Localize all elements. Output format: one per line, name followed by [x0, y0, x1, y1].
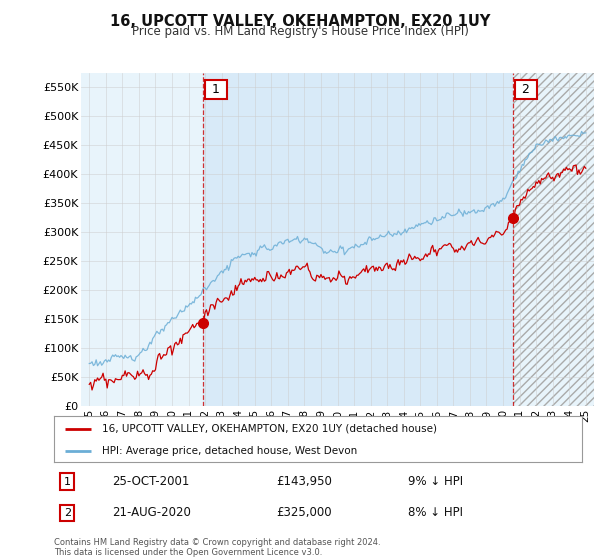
Text: 2: 2 [518, 83, 534, 96]
Text: 16, UPCOTT VALLEY, OKEHAMPTON, EX20 1UY (detached house): 16, UPCOTT VALLEY, OKEHAMPTON, EX20 1UY … [101, 424, 437, 434]
Text: 16, UPCOTT VALLEY, OKEHAMPTON, EX20 1UY: 16, UPCOTT VALLEY, OKEHAMPTON, EX20 1UY [110, 14, 490, 29]
Text: 2: 2 [64, 508, 71, 518]
Text: 25-OCT-2001: 25-OCT-2001 [112, 475, 190, 488]
Text: Price paid vs. HM Land Registry's House Price Index (HPI): Price paid vs. HM Land Registry's House … [131, 25, 469, 38]
Text: 1: 1 [64, 477, 71, 487]
Text: £143,950: £143,950 [276, 475, 332, 488]
Bar [514, 73, 594, 406]
Text: 21-AUG-2020: 21-AUG-2020 [112, 506, 191, 520]
Bar [203, 73, 514, 406]
Text: 1: 1 [208, 83, 224, 96]
Text: HPI: Average price, detached house, West Devon: HPI: Average price, detached house, West… [101, 446, 357, 455]
Bar [514, 73, 594, 406]
Text: 9% ↓ HPI: 9% ↓ HPI [408, 475, 463, 488]
Text: £325,000: £325,000 [276, 506, 331, 520]
Text: Contains HM Land Registry data © Crown copyright and database right 2024.
This d: Contains HM Land Registry data © Crown c… [54, 538, 380, 557]
Text: 8% ↓ HPI: 8% ↓ HPI [408, 506, 463, 520]
